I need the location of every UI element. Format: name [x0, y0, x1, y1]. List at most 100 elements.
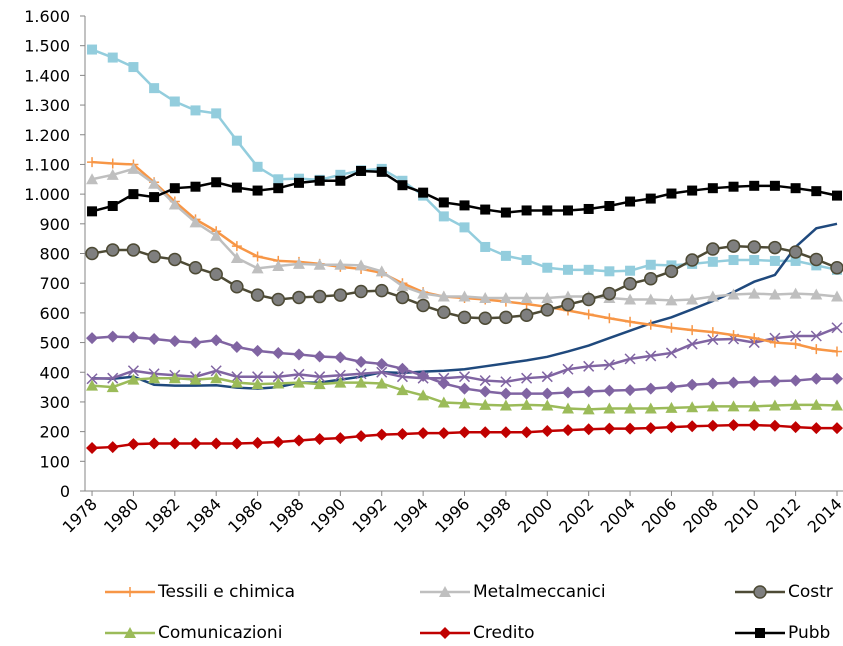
marker: [645, 350, 657, 362]
marker: [106, 168, 119, 180]
marker: [396, 362, 409, 375]
marker: [86, 332, 99, 345]
marker: [707, 334, 719, 346]
marker: [706, 377, 719, 390]
marker: [418, 187, 429, 198]
marker: [458, 426, 471, 439]
marker: [541, 371, 553, 383]
y-tick-label: 900: [39, 215, 70, 234]
marker: [541, 292, 554, 304]
marker: [251, 262, 264, 274]
marker: [542, 205, 553, 216]
marker: [604, 266, 615, 277]
marker: [582, 403, 595, 415]
legend-label: Metalmeccanici: [473, 582, 606, 602]
marker: [562, 363, 574, 375]
marker: [810, 372, 823, 385]
marker: [479, 398, 492, 410]
marker: [355, 355, 368, 368]
marker: [664, 264, 679, 279]
marker: [416, 298, 430, 313]
marker: [831, 346, 842, 357]
marker: [355, 259, 368, 271]
x-tick-label: 1990: [307, 494, 349, 536]
marker: [292, 376, 305, 388]
marker: [479, 292, 492, 304]
y-tick-label: 300: [39, 393, 70, 412]
marker: [499, 292, 512, 304]
marker: [395, 290, 410, 305]
marker: [624, 353, 636, 365]
marker: [583, 309, 594, 320]
x-tick-label: 2014: [804, 494, 843, 536]
marker: [335, 175, 346, 186]
marker: [644, 422, 657, 435]
marker: [86, 379, 99, 391]
marker: [727, 400, 740, 412]
marker: [211, 177, 222, 188]
marker: [707, 183, 718, 194]
x-tick-label: 2010: [721, 494, 763, 536]
marker: [790, 255, 801, 266]
marker: [417, 389, 430, 401]
marker: [147, 249, 161, 264]
marker: [189, 336, 202, 349]
marker: [768, 419, 781, 432]
x-tick-label: 1980: [100, 494, 142, 536]
marker: [149, 83, 160, 94]
marker: [107, 372, 119, 384]
marker: [250, 288, 265, 302]
marker: [542, 262, 553, 273]
marker: [272, 377, 285, 389]
marker: [230, 437, 243, 450]
marker: [333, 288, 348, 302]
x-tick-label: 1982: [141, 494, 183, 536]
marker: [480, 204, 491, 215]
marker: [273, 183, 284, 194]
marker: [189, 373, 202, 385]
y-tick-label: 400: [39, 363, 70, 382]
marker: [252, 161, 263, 172]
marker: [768, 240, 782, 255]
marker: [439, 586, 451, 597]
x-tick-label: 1988: [266, 494, 308, 536]
x-tick-label: 1998: [473, 494, 515, 536]
marker: [354, 284, 368, 299]
marker: [789, 287, 802, 299]
marker: [753, 585, 767, 599]
marker: [252, 185, 263, 196]
marker: [706, 419, 719, 432]
marker: [314, 371, 326, 383]
x-tick-label: 2000: [514, 494, 556, 536]
marker: [480, 241, 491, 252]
marker: [313, 378, 326, 390]
marker: [438, 211, 449, 222]
marker: [375, 428, 388, 441]
x-tick-label: 2004: [597, 494, 639, 536]
marker: [499, 310, 513, 325]
marker: [747, 240, 761, 254]
marker: [624, 402, 637, 414]
marker: [625, 265, 636, 276]
marker: [148, 372, 161, 384]
marker: [831, 190, 842, 201]
x-tick-label: 2012: [762, 494, 804, 536]
marker: [355, 376, 368, 388]
marker: [211, 108, 222, 119]
marker: [293, 368, 305, 380]
marker: [602, 286, 617, 301]
marker: [189, 216, 202, 228]
marker: [231, 135, 242, 146]
marker: [86, 173, 99, 185]
marker: [726, 239, 741, 253]
marker: [168, 437, 181, 450]
marker: [830, 372, 843, 385]
marker: [210, 372, 223, 384]
marker: [127, 373, 140, 385]
marker: [500, 207, 511, 218]
marker: [125, 587, 135, 597]
legend-label: Costr: [788, 582, 833, 602]
marker: [519, 308, 534, 322]
marker: [417, 427, 430, 440]
marker: [313, 433, 326, 446]
